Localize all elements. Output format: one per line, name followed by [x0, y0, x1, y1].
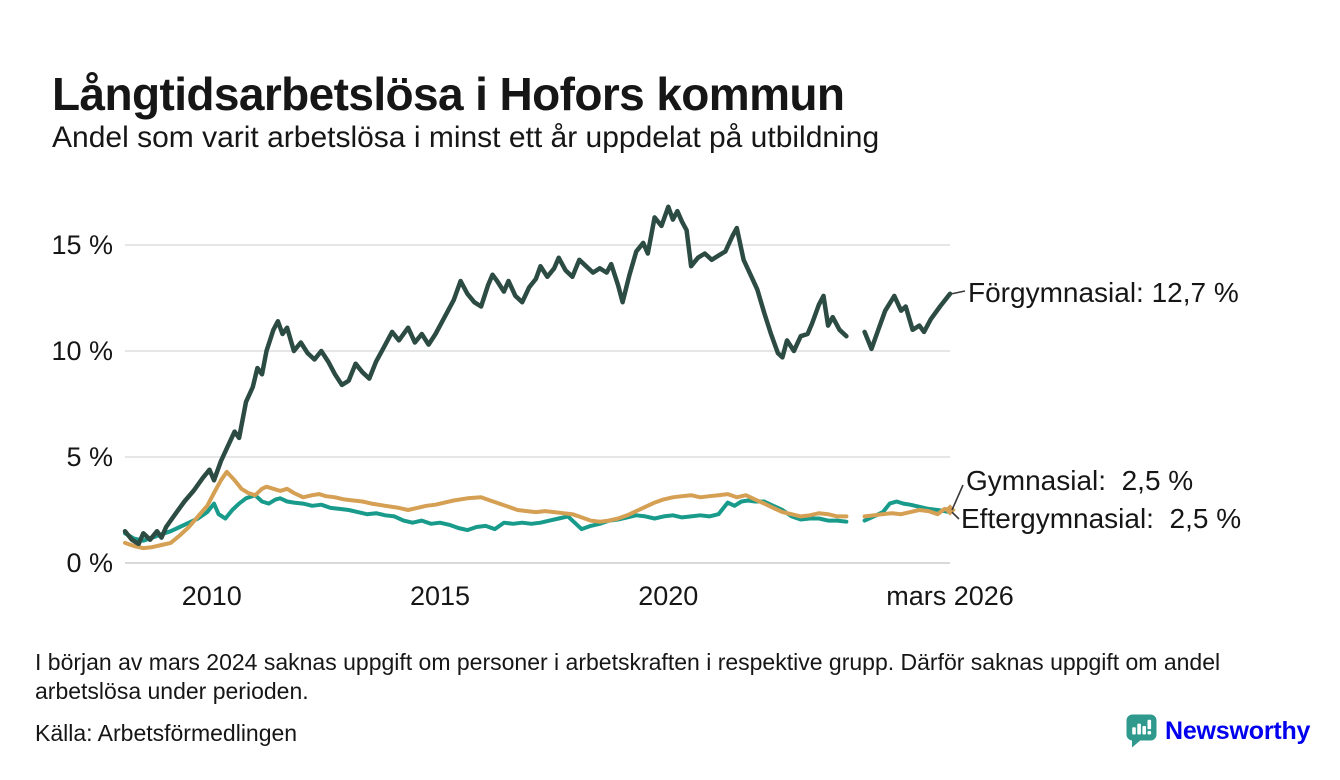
- x-axis-tick-label-2010: 2010: [181, 581, 242, 611]
- series-line-forgymnasial: [862, 291, 953, 352]
- series-label-eftergymnasial: Eftergymnasial: 2,5 %: [961, 503, 1242, 534]
- y-axis-tick-label-5: 5 %: [66, 442, 113, 472]
- label-connector: [951, 511, 960, 520]
- x-axis-tick-label-mars-2026: mars 2026: [886, 581, 1014, 611]
- source-label: Källa: Arbetsförmedlingen: [35, 720, 298, 746]
- page-title: Långtidsarbetslösa i Hofors kommun: [52, 67, 845, 120]
- series-label-forgymnasial: Förgymnasial: 12,7 %: [968, 277, 1239, 308]
- x-axis-tick-label-2020: 2020: [638, 581, 699, 611]
- newsworthy-wordmark: Newsworthy: [1165, 716, 1311, 745]
- series-line-forgymnasial: [122, 204, 849, 547]
- newsworthy-chart-bubble-icon: [1126, 714, 1157, 748]
- footnote-text: I början av mars 2024 saknas uppgift om …: [35, 649, 1221, 704]
- y-axis-tick-label-15: 15 %: [51, 230, 113, 260]
- series-line-eftergymnasial: [123, 493, 849, 543]
- page-subtitle: Andel som varit arbetslösa i minst ett å…: [52, 121, 880, 154]
- label-connector: [951, 290, 966, 295]
- y-axis-tick-label-10: 10 %: [51, 336, 113, 366]
- label-connector: [951, 484, 964, 511]
- series-label-gymnasial: Gymnasial: 2,5 %: [966, 465, 1194, 496]
- series-line-gymnasial: [862, 506, 952, 519]
- series-line-gymnasial: [123, 469, 849, 551]
- y-axis-tick-label-0: 0 %: [66, 548, 113, 578]
- x-axis-tick-label-2015: 2015: [409, 581, 471, 611]
- newsworthy-logo[interactable]: Newsworthy: [1126, 714, 1310, 748]
